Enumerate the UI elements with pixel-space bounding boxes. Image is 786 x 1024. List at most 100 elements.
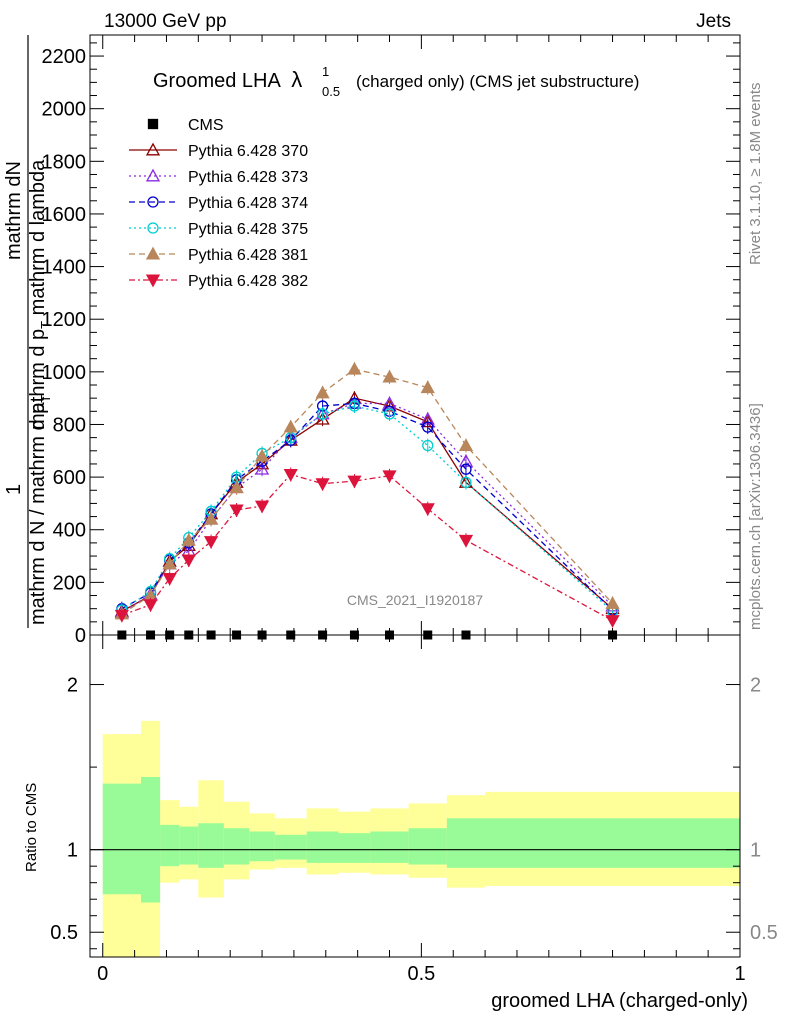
ylabel-bottom: mathrm d N / mathrm d p xyxy=(27,403,49,625)
legend-entry-5: Pythia 6.428 381 xyxy=(129,246,308,264)
title-sup: 1 xyxy=(322,64,329,79)
series-3-point-8 xyxy=(316,408,329,420)
legend-entry-1: Pythia 6.428 370 xyxy=(129,142,308,160)
ratio-y-tick-label-0: 0.5 xyxy=(50,922,78,944)
legend-entry-4: Pythia 6.428 375 xyxy=(129,221,308,238)
legend-entry-0: CMS xyxy=(147,117,224,134)
series-line-3 xyxy=(121,405,613,612)
legend-marker-4 xyxy=(147,222,159,234)
ratio-inner-band-11 xyxy=(408,828,447,865)
ratio-y-tick-label-2: 2 xyxy=(67,675,78,697)
legend-entry-2: Pythia 6.428 373 xyxy=(129,168,308,186)
ylabel-top-n: N xyxy=(3,161,25,175)
ylabel-top-second-rest: mathrm d lambda xyxy=(27,159,49,321)
x-tick-label-2: 1 xyxy=(734,963,745,985)
y-tick-label-2: 400 xyxy=(53,520,86,542)
ratio-inner-band-1 xyxy=(140,777,161,903)
title-lambda: λ xyxy=(291,67,302,92)
series-5-point-7 xyxy=(283,469,298,482)
title-rest: (charged only) (CMS jet substructure) xyxy=(356,72,639,91)
mcplots-label: mcplots.cern.ch [arXiv:1306.3436] xyxy=(747,403,764,630)
legend-label-4: Pythia 6.428 375 xyxy=(188,221,308,238)
ratio-inner-band-9 xyxy=(338,833,371,863)
analysis-watermark: CMS_2021_I1920187 xyxy=(347,592,483,608)
title-sub: 0.5 xyxy=(322,84,340,99)
series-5-point-1 xyxy=(143,599,158,613)
series-4-point-13 xyxy=(605,596,620,609)
legend-label-2: Pythia 6.428 373 xyxy=(188,169,308,186)
x-axis-label: groomed LHA (charged-only) xyxy=(491,990,748,1012)
legend-label-1: Pythia 6.428 370 xyxy=(188,143,308,160)
ratio-inner-band-5 xyxy=(223,828,250,865)
series-4-point-10 xyxy=(382,369,397,383)
series-4-point-5 xyxy=(229,480,244,494)
ratio-inner-band-8 xyxy=(306,831,339,863)
legend-marker-6 xyxy=(145,274,161,288)
series-4-point-8 xyxy=(315,385,330,399)
ratio-y-tick-label-right-0: 0.5 xyxy=(750,922,778,944)
series-5-point-8 xyxy=(315,478,330,492)
ylabel-top: mathrm d xyxy=(3,176,25,260)
series-5-point-6 xyxy=(254,500,270,514)
y-tick-label-0: 0 xyxy=(75,625,86,647)
series-4-point-9 xyxy=(347,361,362,375)
series-3 xyxy=(116,399,619,619)
series-4-point-6 xyxy=(254,448,270,462)
ylabel-one: 1 xyxy=(3,484,25,495)
rivet-label: Rivet 3.1.10, ≥ 1.8M events xyxy=(747,83,764,266)
legend-label-0: CMS xyxy=(188,117,224,134)
y-axis-label: mathrm dN mathrm d pT mathrm d lambda 1 … xyxy=(3,35,53,628)
series-2-point-12 xyxy=(460,463,472,475)
chart-title: Groomed LHA λ xyxy=(153,67,302,92)
series-3-point-9 xyxy=(348,400,361,412)
series-3-point-12 xyxy=(460,476,472,489)
y-tick-label-1: 200 xyxy=(53,572,86,594)
series-1 xyxy=(114,396,620,620)
series-4-point-4 xyxy=(203,511,219,525)
legend-marker-2 xyxy=(145,168,161,182)
series-4-point-7 xyxy=(283,419,298,433)
ratio-inner-band-4 xyxy=(198,823,224,868)
legend-entry-6: Pythia 6.428 382 xyxy=(129,273,308,290)
series-5-point-4 xyxy=(203,536,219,549)
series-line-2 xyxy=(121,402,613,611)
ratio-y-tick-label-right-2: 2 xyxy=(750,675,761,697)
legend-entry-3: Pythia 6.428 374 xyxy=(129,195,308,212)
legend-marker-1 xyxy=(145,142,161,156)
ratio-plot-frame xyxy=(89,634,741,958)
ylabel-top-second: mathrm d p xyxy=(27,329,49,430)
ratio-y-axis-label: Ratio to CMS xyxy=(23,783,40,872)
ratio-inner-band-12 xyxy=(446,818,740,868)
y-tick-label-4: 800 xyxy=(53,414,86,436)
legend-marker-5 xyxy=(145,246,161,260)
svg-text:mathrm dN: mathrm dN xyxy=(3,161,25,260)
y-tick-label-9: 1800 xyxy=(42,151,87,173)
series-5-point-0 xyxy=(114,609,129,623)
ratio-inner-band-2 xyxy=(160,824,180,867)
header-right: Jets xyxy=(696,11,731,32)
series-4-point-2 xyxy=(162,556,177,570)
title-main: Groomed LHA xyxy=(153,70,281,92)
series-5-point-13 xyxy=(605,615,620,628)
series-4-point-11 xyxy=(420,380,435,394)
ratio-y-tick-label-right-1: 1 xyxy=(750,840,761,862)
series-1-point-6 xyxy=(254,461,270,475)
series-line-5 xyxy=(121,473,613,622)
series-5-point-3 xyxy=(181,554,196,568)
ratio-inner-band-0 xyxy=(102,783,141,895)
svg-text:mathrm d pT mathrm d lambda: mathrm d pT mathrm d lambda xyxy=(27,159,53,430)
ratio-inner-band-3 xyxy=(179,826,199,865)
series-4-point-3 xyxy=(181,532,196,546)
ratio-inner-band-6 xyxy=(249,831,275,862)
series-2 xyxy=(116,396,619,617)
series-4-point-12 xyxy=(458,438,474,451)
ratio-inner-band-7 xyxy=(274,834,307,860)
y-tick-label-5: 1000 xyxy=(42,362,87,384)
ratio-y-tick-label-1: 1 xyxy=(67,840,78,862)
series-3-point-11 xyxy=(422,439,434,452)
series-0 xyxy=(114,390,620,619)
series-5-point-9 xyxy=(347,475,362,489)
series-5-point-10 xyxy=(382,470,397,484)
series-line-1 xyxy=(121,402,614,614)
